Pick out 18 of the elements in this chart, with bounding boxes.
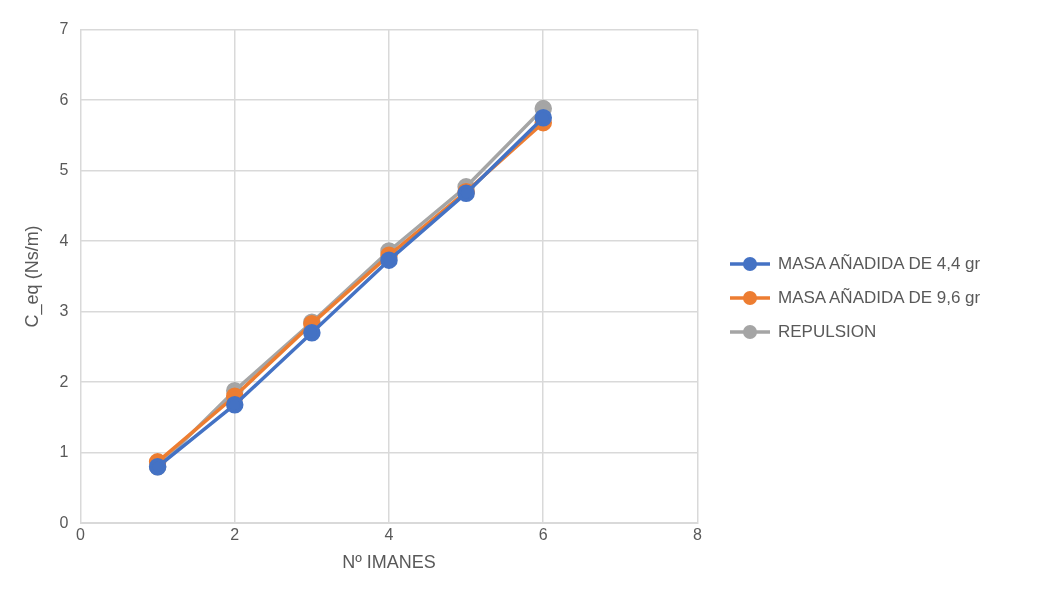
y-tick-label: 2 [59,372,69,390]
y-tick-label: 6 [59,90,69,108]
x-tick-label: 2 [230,526,240,544]
legend-label: MASA AÑADIDA DE 9,6 gr [778,288,981,308]
y-tick-label: 3 [59,302,69,320]
y-tick-label: 5 [59,161,69,179]
y-axis-title: C_eq (Ns/m) [21,225,43,328]
y-tick-label: 4 [59,231,69,249]
y-tick-label: 0 [59,513,69,531]
x-tick-label: 4 [384,526,394,544]
y-tick-label: 7 [59,20,69,38]
x-tick-label: 6 [538,526,548,544]
legend-label: REPULSION [778,322,877,342]
x-tick-label: 0 [76,526,86,544]
x-tick-label: 8 [693,526,703,544]
y-tick-label: 1 [59,443,69,461]
x-axis-title: Nº IMANES [342,552,436,573]
legend-label: MASA AÑADIDA DE 4,4 gr [778,254,981,274]
